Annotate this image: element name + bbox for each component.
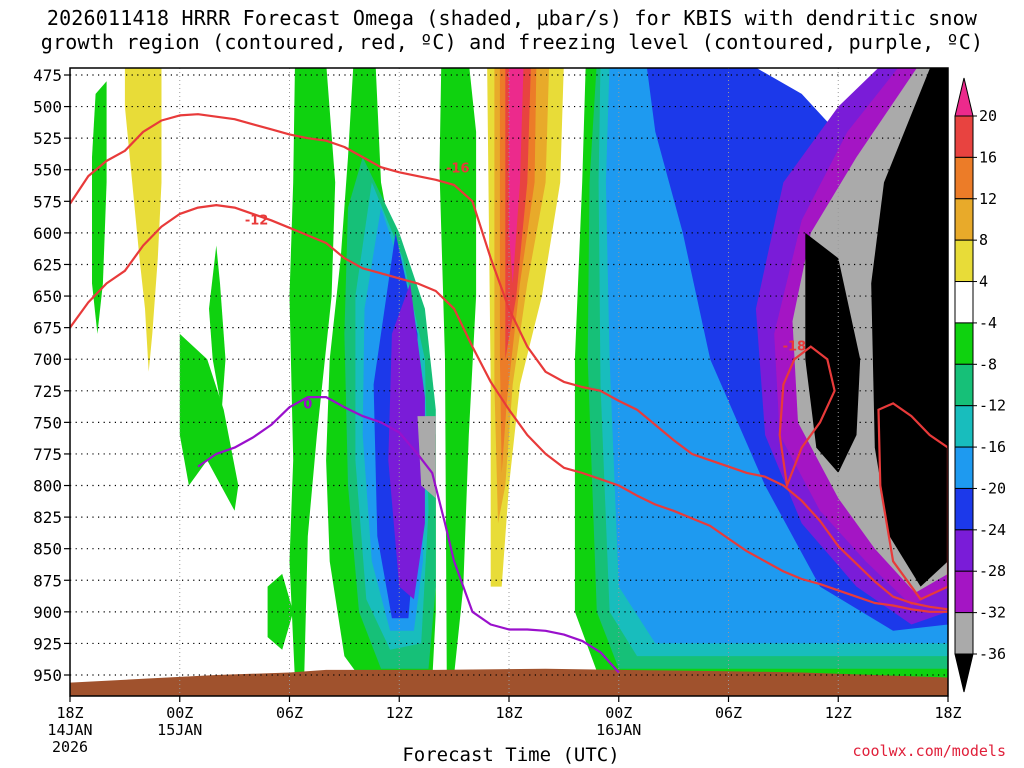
colorbar-swatch-10 [954, 487, 974, 531]
y-tick-label-900: 900 [33, 603, 62, 622]
contour-label-2: -12 [245, 213, 269, 228]
colorbar-swatch-13 [954, 612, 974, 655]
x-tick-sublabel-0: 14JAN [47, 721, 92, 739]
y-tick-label-525: 525 [33, 129, 62, 148]
y-tick-label-775: 775 [33, 445, 62, 464]
omega-region-26 [124, 68, 162, 372]
x-tick-label-4: 18Z [495, 704, 522, 722]
credit-text: coolwx.com/models [852, 742, 1006, 760]
x-tick-label-0: 18Z [56, 704, 83, 722]
y-tick-label-575: 575 [33, 192, 62, 211]
colorbar-label-2: 12 [979, 190, 997, 208]
colorbar-label-12: -32 [979, 604, 1006, 622]
x-tick-label-5: 00Z [605, 704, 632, 722]
x-tick-label-7: 12Z [825, 704, 852, 722]
contour-minus18-ring-2 [877, 402, 948, 601]
colorbar-bottom-triangle [954, 653, 974, 693]
colorbar-swatch-1 [954, 115, 974, 158]
colorbar-label-6: -8 [979, 355, 997, 373]
contour--12 [70, 113, 948, 611]
omega-region-30 [209, 245, 226, 410]
omega-region-18 [871, 68, 948, 587]
y-tick-label-950: 950 [33, 666, 62, 685]
contour-0 [197, 396, 620, 674]
omega-region-19 [805, 232, 861, 473]
y-tick-label-875: 875 [33, 571, 62, 590]
y-axis: 475 500 525 550 575 600 625 650 675 700 725 750 775 8… [33, 66, 70, 685]
colorbar-label-0: 20 [979, 107, 997, 125]
contour-labels: -16 -12 -18 0 [245, 161, 807, 413]
colorbar-top-triangle [954, 77, 974, 117]
colorbar-swatch-9 [954, 446, 974, 489]
colorbar-swatch-2 [954, 156, 974, 200]
y-tick-label-700: 700 [33, 350, 62, 369]
y-tick-label-925: 925 [33, 634, 62, 653]
colorbar-label-1: 16 [979, 148, 997, 166]
x-tick-label-8: 18Z [934, 704, 961, 722]
colorbar-swatch-11 [954, 529, 974, 572]
y-tick-label-850: 850 [33, 540, 62, 559]
colorbar-label-9: -20 [979, 479, 1006, 497]
contour--16 [70, 204, 948, 613]
colorbar-label-5: -4 [979, 314, 997, 332]
y-tick-label-550: 550 [33, 161, 62, 180]
x-tick-label-6: 06Z [715, 704, 742, 722]
y-tick-label-650: 650 [33, 287, 62, 306]
omega-region-1 [439, 68, 477, 682]
contour-minus18-ring-1 [778, 345, 836, 490]
contour-label-1: -16 [446, 161, 470, 176]
y-tick-label-725: 725 [33, 382, 62, 401]
title-line-1: 2026011418 HRRR Forecast Omega (shaded, … [46, 6, 978, 30]
y-tick-label-500: 500 [33, 98, 62, 117]
colorbar-swatch-8 [954, 405, 974, 448]
y-tick-label-825: 825 [33, 508, 62, 527]
contour-label-3: -18 [783, 340, 807, 355]
colorbar-swatch-4 [954, 239, 974, 283]
contour-label-4: 0 [303, 398, 312, 413]
gridlines [70, 68, 948, 696]
omega-shading [92, 68, 948, 682]
x-axis-label: Forecast Time (UTC) [402, 744, 620, 766]
colorbar-label-8: -16 [979, 438, 1006, 456]
omega-region-27 [92, 81, 107, 334]
chart-title: 2026011418 HRRR Forecast Omega (shaded, … [0, 6, 1024, 54]
x-tick-sublabel-1: 15JAN [157, 721, 202, 739]
colorbar-label-13: -36 [979, 645, 1006, 663]
omega-region-3 [289, 68, 336, 682]
x-tick-label-2: 06Z [276, 704, 303, 722]
x-tick-sublabel-5: 16JAN [596, 721, 641, 739]
x-tick-label-1: 00Z [166, 704, 193, 722]
omega-region-25 [509, 68, 524, 284]
y-tick-label-625: 625 [33, 255, 62, 274]
x-tick-sublabel2-0: 2026 [52, 738, 88, 756]
colorbar-swatch-3 [954, 198, 974, 241]
colorbar-swatch-5 [954, 281, 974, 324]
omega-region-29 [267, 573, 294, 650]
colorbar-label-4: 4 [979, 273, 988, 291]
y-tick-label-475: 475 [33, 66, 62, 85]
plot-area [70, 68, 948, 696]
colorbar-swatch-7 [954, 363, 974, 407]
colorbar: 20 16 12 8 4 -4 -8 -12 -16 -20 -24 -28 -32 -36 [954, 77, 1006, 693]
colorbar-label-11: -28 [979, 562, 1006, 580]
y-tick-label-600: 600 [33, 224, 62, 243]
y-tick-label-675: 675 [33, 319, 62, 338]
omega-region-28 [179, 333, 239, 511]
x-tick-label-3: 12Z [386, 704, 413, 722]
colorbar-swatch-12 [954, 570, 974, 614]
colorbar-swatch-6 [954, 322, 974, 365]
colorbar-label-3: 8 [979, 231, 988, 249]
y-tick-label-750: 750 [33, 413, 62, 432]
omega-region-17 [417, 416, 436, 499]
colorbar-label-7: -12 [979, 397, 1006, 415]
colorbar-label-10: -24 [979, 521, 1006, 539]
y-tick-label-800: 800 [33, 477, 62, 496]
contours [70, 113, 948, 674]
title-line-2: growth region (contoured, red, ºC) and f… [40, 30, 984, 54]
